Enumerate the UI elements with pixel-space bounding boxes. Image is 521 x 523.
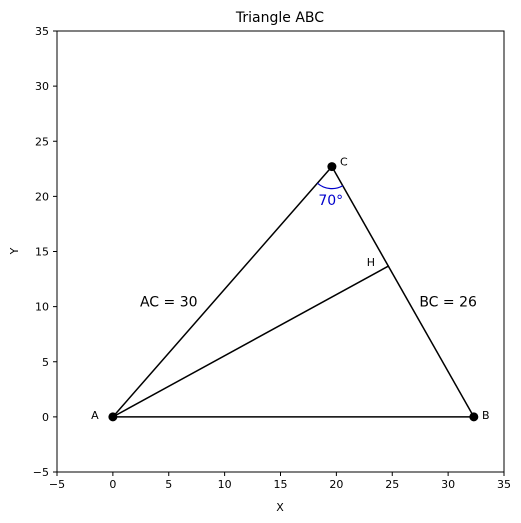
point-label-a: A (91, 409, 99, 422)
point-label-c: C (340, 156, 348, 169)
y-tick-label: 0 (42, 411, 49, 424)
point-label-h: H (367, 256, 375, 269)
side-length-label: BC = 26 (419, 295, 477, 311)
x-axis-title: X (276, 501, 284, 514)
x-tick-label: 10 (218, 478, 232, 491)
y-tick-label: 5 (42, 356, 49, 369)
y-tick-label: −5 (33, 466, 49, 479)
plot-frame (56, 30, 505, 473)
point-b (469, 412, 479, 422)
x-tick-label: 5 (165, 478, 172, 491)
side-length-label: AC = 30 (140, 295, 198, 311)
y-tick-label: 35 (35, 25, 49, 38)
y-tick-label: 30 (35, 80, 49, 93)
point-a (108, 412, 118, 422)
point-c (327, 162, 337, 172)
x-tick-label: 35 (497, 478, 511, 491)
x-tick-label: 0 (109, 478, 116, 491)
x-tick-label: −5 (49, 478, 65, 491)
point-label-b: B (482, 409, 490, 422)
angle-label-c: 70° (318, 193, 343, 209)
x-tick-label: 25 (385, 478, 399, 491)
y-axis-title: Y (8, 247, 21, 255)
y-tick-label: 20 (35, 190, 49, 203)
angle-arc-c (317, 182, 344, 190)
y-tick-label: 10 (35, 301, 49, 314)
chart-title: Triangle ABC (235, 10, 324, 26)
x-tick-label: 30 (441, 478, 455, 491)
x-tick-label: 15 (274, 478, 288, 491)
segment-ca (112, 166, 333, 418)
segment-bc (331, 166, 475, 418)
y-tick-label: 15 (35, 246, 49, 259)
x-tick-label: 20 (329, 478, 343, 491)
segment-ah (112, 265, 390, 418)
y-tick-label: 25 (35, 135, 49, 148)
